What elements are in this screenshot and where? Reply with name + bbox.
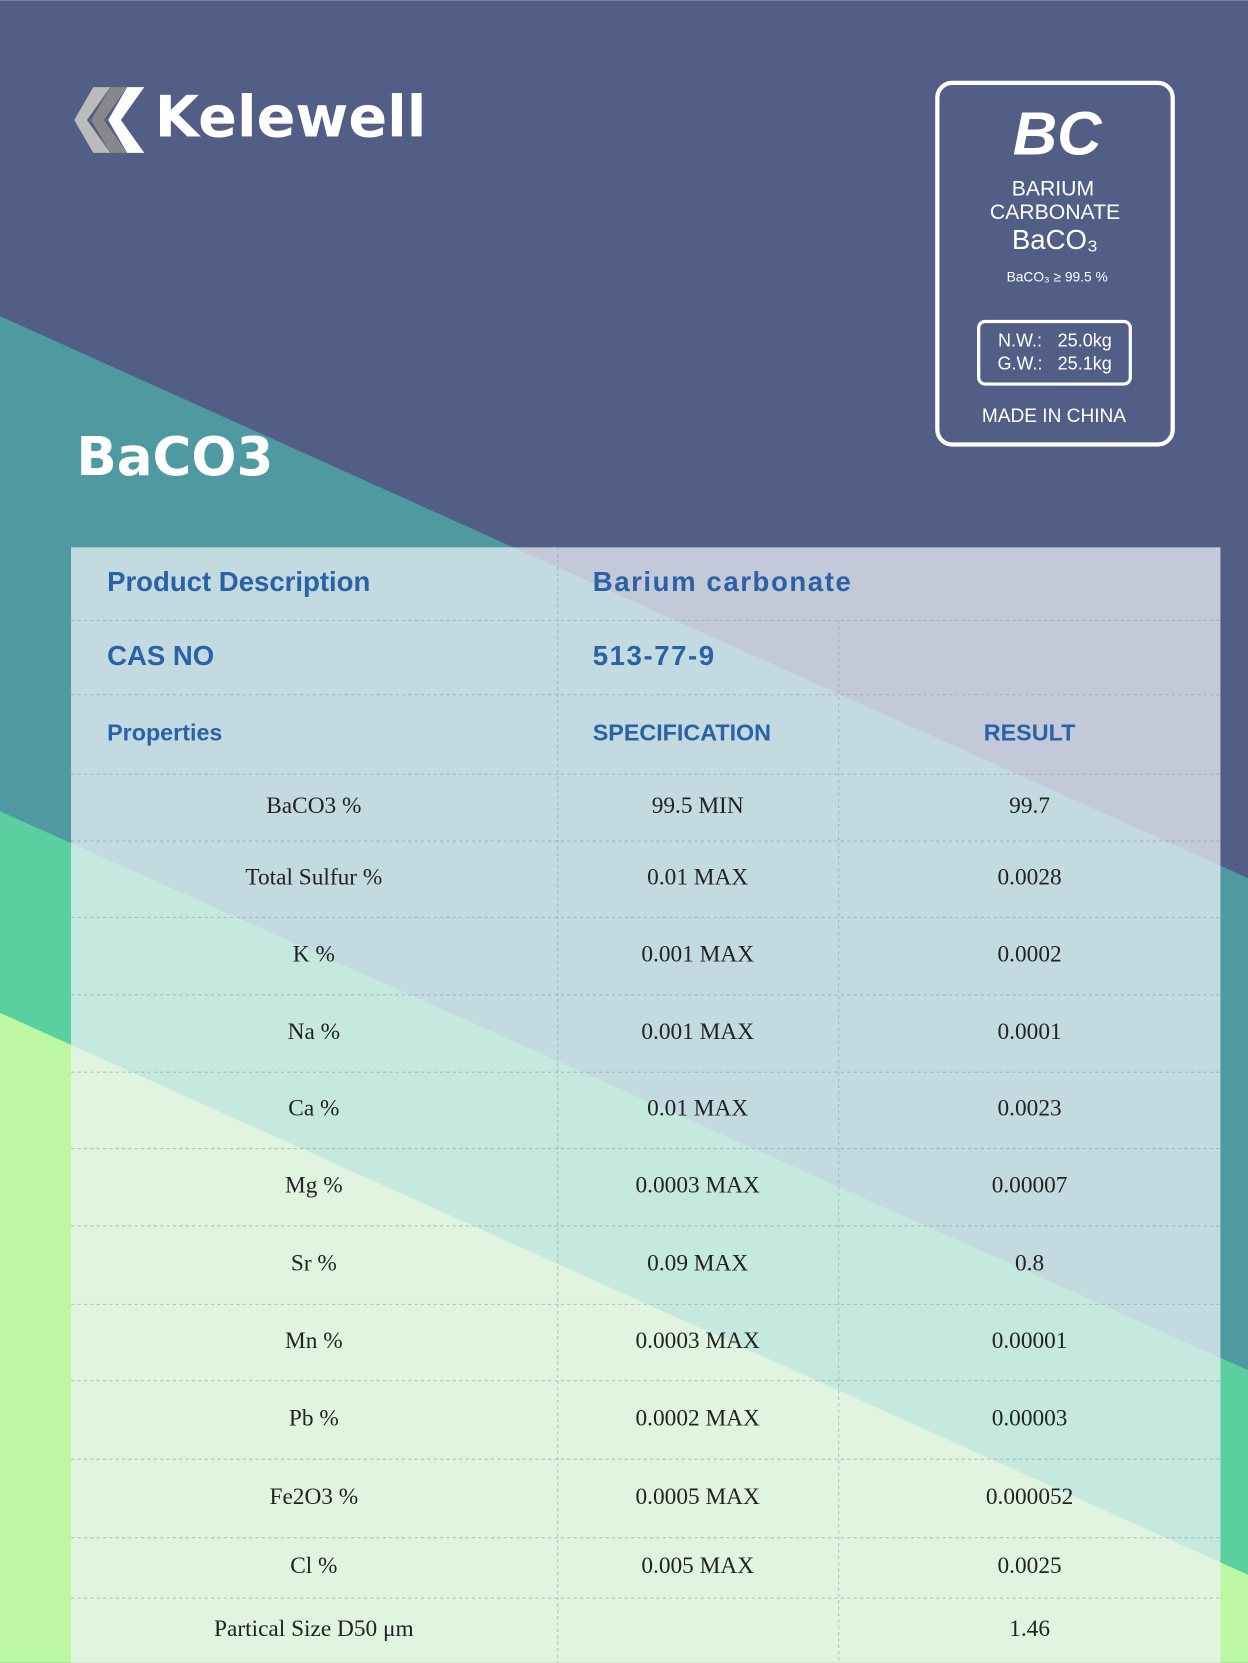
weight-box — [977, 319, 1132, 386]
table-cell: Sr % — [291, 1251, 337, 1277]
table-cell: 0.09 MAX — [647, 1251, 748, 1277]
table-cell: 0.001 MAX — [641, 1019, 754, 1045]
table-cell: 0.0028 — [998, 865, 1062, 891]
gw-label: G.W.: — [998, 354, 1043, 374]
table-cell: 0.0002 — [998, 941, 1062, 967]
label-frame — [935, 80, 1175, 447]
row-value: 513-77-9 — [593, 640, 716, 671]
gw-value: 25.1kg — [1058, 354, 1112, 374]
table-cell: 1.46 — [1009, 1616, 1050, 1642]
nw-label: N.W.: — [998, 330, 1042, 350]
table-cell: 0.0003 MAX — [636, 1328, 761, 1354]
table-cell: Total Sulfur % — [245, 865, 382, 891]
row-header: CAS NO — [107, 640, 214, 671]
label-origin: MADE IN CHINA — [982, 406, 1126, 427]
table-cell: 0.01 MAX — [647, 865, 748, 891]
table-cell: 0.00003 — [992, 1405, 1068, 1431]
label-purity: BaCO₃ ≥ 99.5 % — [1007, 270, 1108, 285]
table-cell: 0.0002 MAX — [636, 1405, 761, 1431]
column-header: Properties — [107, 720, 222, 746]
column-header: RESULT — [984, 720, 1076, 746]
table-cell: 99.7 — [1009, 793, 1050, 819]
table-cell: 0.000052 — [986, 1484, 1073, 1510]
logo-mark — [74, 87, 145, 153]
table-cell: 0.005 MAX — [641, 1553, 754, 1579]
table-cell: Fe2O3 % — [269, 1484, 358, 1510]
brand: Kelewell — [155, 84, 427, 151]
table-cell: 0.0023 — [998, 1096, 1062, 1122]
table-cell: Ca % — [288, 1096, 339, 1122]
label-name: BARIUM — [1012, 178, 1094, 201]
table-cell: Mn % — [285, 1328, 343, 1354]
label-name: CARBONATE — [990, 201, 1120, 224]
table-cell: Cl % — [290, 1553, 337, 1579]
table-cell: 0.00007 — [992, 1173, 1068, 1199]
table-cell: 0.0001 — [998, 1019, 1062, 1045]
table-cell: 0.00001 — [992, 1328, 1068, 1354]
product-label: BC BARIUM CARBONATE BaCO₃ BaCO₃ ≥ 99.5 %… — [935, 80, 1175, 447]
table-bg — [71, 547, 1221, 1663]
table-cell: 0.0003 MAX — [636, 1173, 761, 1199]
spec-table: Product Description Barium carbonate CAS N… — [71, 547, 1221, 1663]
table-cell: Na % — [288, 1019, 340, 1045]
row-header: Product Description — [107, 566, 370, 597]
table-cell: 0.01 MAX — [647, 1096, 748, 1122]
table-cell: 0.001 MAX — [641, 941, 754, 967]
table-cell: 99.5 MIN — [652, 793, 744, 819]
table-cell: Partical Size D50 μm — [214, 1616, 414, 1642]
table-cell: 0.8 — [1015, 1251, 1044, 1277]
table-cell: 0.0005 MAX — [636, 1484, 761, 1510]
table-cell: Mg % — [285, 1173, 343, 1199]
column-header: SPECIFICATION — [593, 720, 771, 746]
table-cell: BaCO3 % — [266, 793, 361, 819]
nw-value: 25.0kg — [1058, 330, 1112, 350]
table-cell: Pb % — [289, 1405, 339, 1431]
page-title: BaCO3 — [76, 426, 273, 488]
label-formula: BaCO₃ — [1012, 224, 1098, 255]
label-code: BC — [1013, 99, 1103, 168]
table-cell: K % — [293, 941, 335, 967]
row-value: Barium carbonate — [593, 566, 853, 597]
table-cell: 0.0025 — [998, 1553, 1062, 1579]
